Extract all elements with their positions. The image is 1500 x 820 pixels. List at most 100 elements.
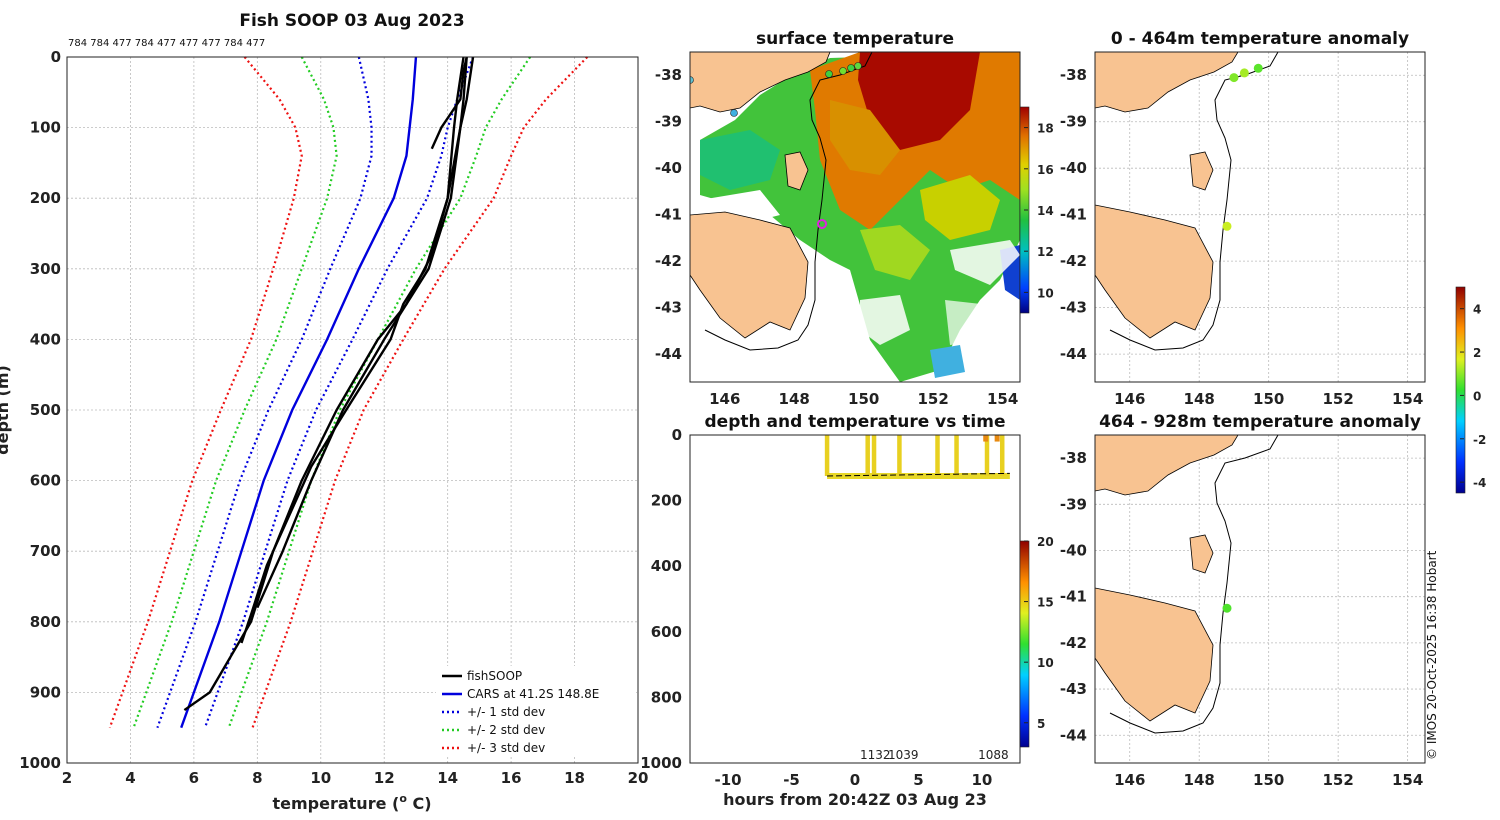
map-xtick: 152 xyxy=(918,390,949,408)
profile-ticks: 2 4 6 8 10 12 14 16 18 20010020030040050060070080… xyxy=(19,48,648,787)
map-ytick: -42 xyxy=(655,252,682,270)
time-ytick: 400 xyxy=(651,557,682,575)
serial-label: 1039 xyxy=(888,748,919,762)
profile-ytick: 600 xyxy=(30,472,61,490)
map-xtick: 146 xyxy=(1114,390,1145,408)
map-xtick: 148 xyxy=(779,390,810,408)
anomaly-lower-points xyxy=(1222,603,1232,613)
anomaly-point xyxy=(1253,63,1263,73)
anomaly-colorbar-ticks: 4 2 0 -2 -4 xyxy=(1460,303,1486,490)
std-dev-2-lower xyxy=(132,56,338,729)
anomaly-point xyxy=(1229,73,1239,83)
map-ytick: -40 xyxy=(655,159,682,177)
map-ytick: -43 xyxy=(655,299,682,317)
profile-ytick: 300 xyxy=(30,260,61,278)
profile-xtick: 2 xyxy=(62,769,72,787)
profile-ytick: 100 xyxy=(30,119,61,137)
copyright: © IMOS 20-Oct-2025 16:38 Hobart xyxy=(1425,550,1439,760)
colorbar-tick-label: 2 xyxy=(1473,346,1481,360)
std-dev-1-lower xyxy=(156,56,373,729)
time-xtick: -10 xyxy=(715,771,742,789)
colorbar-tick-label: 4 xyxy=(1473,303,1481,317)
map-ytick: -43 xyxy=(1060,299,1087,317)
profile-ytick: 800 xyxy=(30,613,61,631)
profile-ytick: 700 xyxy=(30,542,61,560)
anomaly-lower-grid xyxy=(1095,435,1425,763)
map-xtick: 154 xyxy=(1392,390,1423,408)
legend-label: fishSOOP xyxy=(467,669,522,683)
profile-xtick: 20 xyxy=(628,769,649,787)
map-ytick: -42 xyxy=(1060,252,1087,270)
cars-mean-line xyxy=(180,56,418,729)
sst-colorbar-ticks: 10 12 14 16 18 xyxy=(1024,122,1054,300)
time-title: depth and temperature vs time xyxy=(705,412,1006,432)
sst-map: surface temperature xyxy=(655,29,1054,408)
profile-chart: Fish SOOP 03 Aug 2023 784 784 477 784 47… xyxy=(0,11,648,813)
profile-title: Fish SOOP 03 Aug 2023 xyxy=(239,11,464,31)
colorbar-tick-label: 18 xyxy=(1037,122,1054,136)
map-ytick: -38 xyxy=(655,66,682,84)
profile-xtick: 14 xyxy=(437,769,458,787)
map-ytick: -40 xyxy=(1060,541,1087,559)
legend-label: +/- 3 std dev xyxy=(467,741,545,755)
profile-frame xyxy=(66,56,639,764)
profile-xtick: 16 xyxy=(501,769,522,787)
time-colorbar-ticks: 5 10 15 20 xyxy=(1024,535,1054,731)
map-xtick: 146 xyxy=(1114,771,1145,789)
anomaly-point xyxy=(1222,603,1232,613)
map-xtick: 152 xyxy=(1323,390,1354,408)
colorbar-tick-label: -4 xyxy=(1473,476,1486,490)
fishsoop-profile-line xyxy=(256,56,475,609)
time-xtick: 10 xyxy=(971,771,992,789)
profile-grid xyxy=(66,56,639,764)
profile-series xyxy=(108,56,589,729)
profile-ylabel: depth (m) xyxy=(0,365,12,455)
profile-ytick: 0 xyxy=(51,48,61,66)
colorbar-tick-label: -2 xyxy=(1473,433,1486,447)
time-ytick: 1000 xyxy=(640,754,682,772)
map-xtick: 150 xyxy=(848,390,879,408)
sst-profile-marker xyxy=(817,218,827,229)
profile-serials: 784 784 477 784 477 477 477 784 477 xyxy=(68,38,265,49)
map-ytick: -41 xyxy=(655,206,682,224)
colorbar-tick-label: 0 xyxy=(1473,389,1481,403)
profile-ytick: 200 xyxy=(30,189,61,207)
time-colorbar xyxy=(1019,540,1030,748)
profile-legend: fishSOOP CARS at 41.2S 148.8E +/- 1 std de… xyxy=(436,666,636,756)
anomaly-map-lower: 464 - 928m temperature anomaly 146 148 150… xyxy=(1060,412,1426,789)
time-xtick: -5 xyxy=(783,771,800,789)
profile-xtick: 10 xyxy=(310,769,331,787)
colorbar-tick-label: 10 xyxy=(1037,656,1054,670)
time-xtick: 5 xyxy=(913,771,923,789)
map-ytick: -39 xyxy=(1060,495,1087,513)
map-ytick: -38 xyxy=(1060,66,1087,84)
profile-xtick: 4 xyxy=(125,769,135,787)
map-ytick: -44 xyxy=(1060,345,1087,363)
anomaly-point xyxy=(1239,68,1249,78)
fishsoop-profile-line xyxy=(240,56,465,644)
map-xtick: 154 xyxy=(1392,771,1423,789)
map-ytick: -43 xyxy=(1060,680,1087,698)
time-xlabel: hours from 20:42Z 03 Aug 23 xyxy=(723,790,987,809)
time-ytick: 0 xyxy=(672,426,682,444)
map-xtick: 152 xyxy=(1323,771,1354,789)
profile-ytick: 900 xyxy=(30,683,61,701)
map-xtick: 154 xyxy=(987,390,1018,408)
anomaly-map-upper: 0 - 464m temperature anomaly 146 148 150 15… xyxy=(1060,29,1426,408)
colorbar-tick-label: 16 xyxy=(1037,163,1054,177)
map-xtick: 148 xyxy=(1184,390,1215,408)
time-ytick: 600 xyxy=(651,623,682,641)
map-ytick: -41 xyxy=(1060,588,1087,606)
map-xtick: 148 xyxy=(1184,771,1215,789)
map-ytick: -44 xyxy=(1060,726,1087,744)
profile-xtick: 8 xyxy=(252,769,262,787)
time-frame xyxy=(689,434,1021,764)
map-xtick: 146 xyxy=(709,390,740,408)
legend-label: +/- 2 std dev xyxy=(467,723,545,737)
map-xtick: 150 xyxy=(1253,390,1284,408)
map-ytick: -39 xyxy=(655,113,682,131)
colorbar-tick-label: 14 xyxy=(1037,204,1054,218)
sst-title: surface temperature xyxy=(756,29,954,49)
colorbar-tick-label: 15 xyxy=(1037,596,1054,610)
